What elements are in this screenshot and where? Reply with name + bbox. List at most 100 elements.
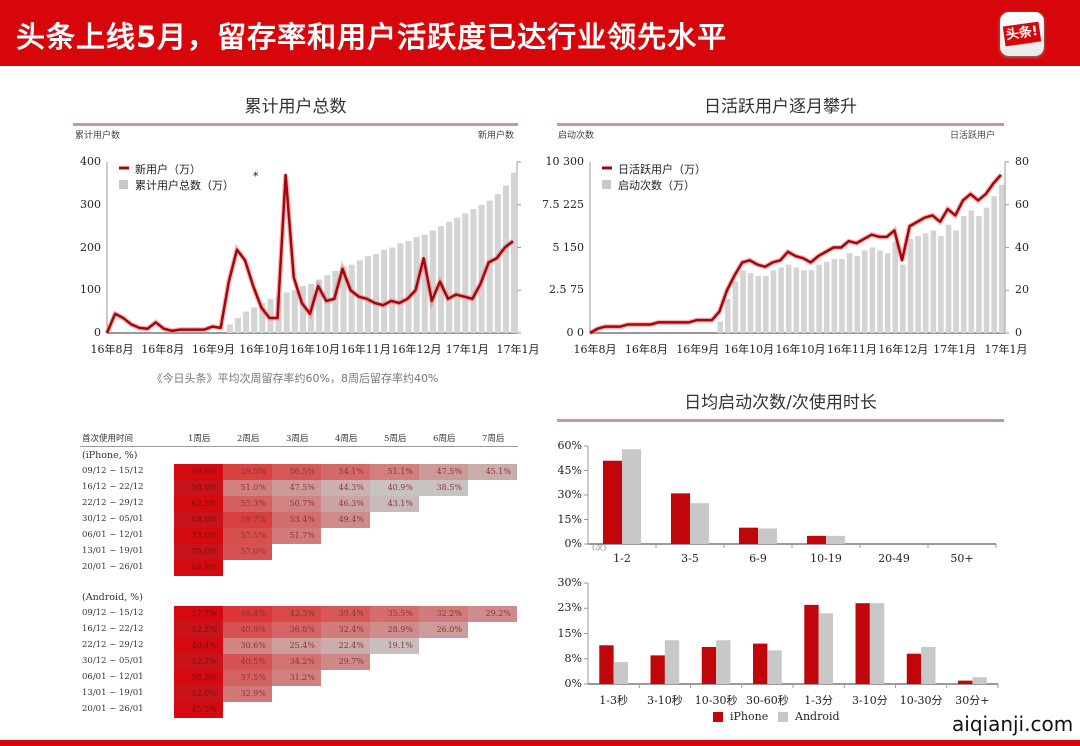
row-date: 09/12 ~ 15/12 bbox=[82, 608, 144, 618]
android-bar bbox=[664, 640, 680, 684]
bar-41 bbox=[900, 264, 906, 333]
series-line bbox=[105, 173, 514, 334]
android-bar bbox=[690, 503, 710, 544]
row-date: 22/12 ~ 29/12 bbox=[82, 498, 144, 508]
x-tick-label: 16年10月 bbox=[239, 343, 290, 356]
table-cell: 45.1% bbox=[468, 464, 517, 480]
bar-39 bbox=[421, 234, 428, 333]
group-label: (iPhone, %) bbox=[82, 450, 138, 461]
chart2-left-axis-label: 启动次数 bbox=[558, 131, 595, 141]
iphone-bar bbox=[670, 493, 690, 544]
table-cell: 69.6% bbox=[174, 464, 223, 480]
legend-android-swatch bbox=[778, 712, 788, 722]
iphone-bar bbox=[958, 680, 973, 684]
table-cell: 22.4% bbox=[321, 638, 370, 654]
y-tick-label: 0 0 bbox=[566, 326, 585, 339]
category-label: 1-2 bbox=[613, 552, 631, 565]
bar-22 bbox=[283, 292, 290, 333]
iphone-bar bbox=[701, 646, 717, 684]
bar-37 bbox=[869, 247, 876, 333]
table-cell: 47.5% bbox=[272, 480, 321, 496]
android-bar bbox=[921, 646, 936, 684]
iphone-bar bbox=[804, 604, 819, 684]
table-cell: 46.3% bbox=[321, 496, 370, 512]
table-cell: 52.7% bbox=[174, 654, 223, 670]
bar-47 bbox=[486, 200, 493, 333]
bar-47 bbox=[945, 224, 952, 333]
table-cell: 30.6% bbox=[223, 638, 272, 654]
table-header-rule bbox=[80, 446, 518, 447]
bar-33 bbox=[839, 258, 845, 333]
table-cell: 29.7% bbox=[321, 654, 370, 670]
table-header: 首次使用时间 bbox=[82, 434, 134, 444]
table-cell: 45.5% bbox=[174, 702, 223, 718]
category-label: 3-10分 bbox=[852, 694, 888, 707]
table-header: 2周后 bbox=[237, 434, 260, 444]
category-label: 10-19 bbox=[810, 552, 842, 565]
header-bar bbox=[0, 0, 1080, 66]
row-date: 16/12 ~ 22/12 bbox=[82, 624, 144, 634]
table-cell: 49.4% bbox=[321, 512, 370, 528]
bar-15 bbox=[226, 324, 233, 333]
table-cell: 58.0% bbox=[174, 480, 223, 496]
bar-36 bbox=[862, 250, 868, 333]
bar-37 bbox=[405, 241, 412, 333]
bar-42 bbox=[446, 221, 453, 333]
category-label: 10-30分 bbox=[899, 694, 943, 707]
category-label: 50+ bbox=[950, 552, 974, 565]
table-cell: 26.0% bbox=[419, 622, 468, 638]
y-tick-label: 2.5 75 bbox=[549, 283, 584, 297]
watermark: aiqianji.com bbox=[952, 712, 1074, 736]
bar-20 bbox=[740, 270, 746, 333]
category-label: 3-5 bbox=[681, 552, 699, 565]
legend-label: Android bbox=[795, 710, 840, 723]
category-label: 3-10秒 bbox=[647, 694, 683, 707]
category-label: 1-3分 bbox=[804, 694, 833, 707]
bar-45 bbox=[930, 230, 937, 333]
table-cell: 40.4% bbox=[174, 638, 223, 654]
y-tick-label: 10 300 bbox=[545, 155, 585, 168]
bar-28 bbox=[801, 270, 807, 333]
legend-label: 新用户（万） bbox=[135, 163, 201, 176]
row-date: 06/01 ~ 12/01 bbox=[82, 672, 144, 682]
bar-34 bbox=[846, 253, 853, 333]
y-tick-label: 5 150 bbox=[552, 240, 585, 254]
bar-50 bbox=[968, 210, 975, 333]
table-cell: 57.7% bbox=[174, 606, 223, 622]
bar-53 bbox=[991, 196, 997, 333]
iphone-bar bbox=[599, 645, 614, 684]
iphone-bar bbox=[650, 655, 665, 684]
category-label: 10-30秒 bbox=[694, 694, 738, 707]
bar-51 bbox=[976, 216, 982, 333]
y-right-tick-label: 40 bbox=[1015, 240, 1029, 254]
bar-24 bbox=[299, 285, 306, 333]
legend-label: 启动次数（万） bbox=[618, 179, 695, 192]
table-cell: 73.0% bbox=[174, 528, 223, 544]
x-tick-label: 16年12月 bbox=[878, 343, 929, 356]
x-tick-label: 16年11月 bbox=[340, 343, 391, 356]
chart1-left-axis-label: 累计用户数 bbox=[75, 131, 121, 141]
bar-30 bbox=[348, 264, 355, 333]
x-tick-label: 16年10月 bbox=[290, 343, 340, 356]
table-cell: 36.8% bbox=[272, 622, 321, 638]
y-tick-label: 200 bbox=[80, 240, 101, 254]
group-label: (Android, %) bbox=[82, 592, 143, 603]
bar-27 bbox=[793, 267, 800, 333]
x-tick-label: 16年8月 bbox=[90, 343, 134, 356]
y-tick-label: 0% bbox=[564, 537, 582, 550]
table-cell: 59.5% bbox=[223, 464, 272, 480]
bar-23 bbox=[291, 290, 298, 333]
bar-29 bbox=[808, 270, 815, 333]
bar-38 bbox=[877, 250, 883, 333]
y-right-tick-label: 80 bbox=[1015, 155, 1029, 168]
bar-43 bbox=[454, 217, 461, 333]
bar-46 bbox=[478, 204, 485, 333]
bar-27 bbox=[324, 275, 331, 333]
chart1-caption: 《今日头条》平均次周留存率约60%，8周后留存率约40% bbox=[151, 372, 439, 385]
iphone-bar bbox=[855, 603, 870, 684]
bar-52 bbox=[983, 207, 990, 333]
legend-bar-swatch bbox=[119, 180, 128, 189]
bar-19 bbox=[732, 281, 739, 333]
table-cell: 53.4% bbox=[272, 512, 321, 528]
y-tick-label: 30% bbox=[557, 488, 582, 501]
